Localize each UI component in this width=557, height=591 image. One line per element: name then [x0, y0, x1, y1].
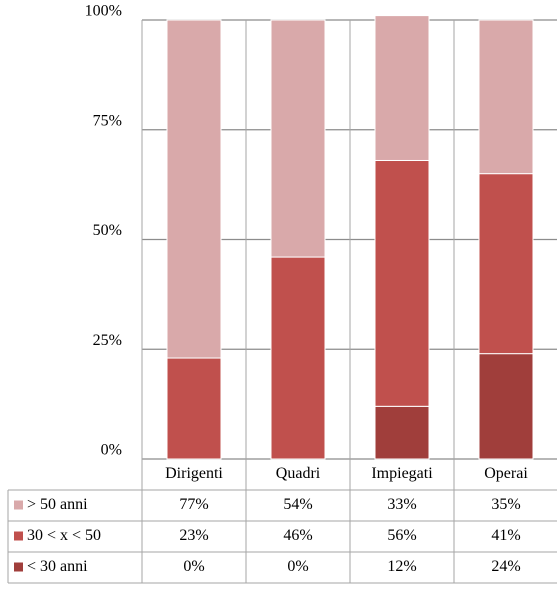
x-tick-label: Dirigenti — [165, 465, 223, 482]
table-value: 0% — [183, 558, 204, 575]
x-tick-label: Quadri — [276, 465, 321, 482]
table-value: 56% — [387, 527, 416, 544]
legend-label: < 30 anni — [27, 558, 88, 575]
table-value: 54% — [283, 496, 312, 513]
table-value: 77% — [179, 496, 208, 513]
y-tick-label: 25% — [93, 332, 122, 349]
table-value: 12% — [387, 558, 416, 575]
bar-segment — [166, 19, 222, 359]
table-value: 41% — [491, 527, 520, 544]
table-value: 24% — [491, 558, 520, 575]
y-tick-label: 75% — [93, 112, 122, 129]
bar-segment — [478, 353, 534, 460]
x-tick-label: Impiegati — [371, 465, 433, 482]
bar-segment — [478, 19, 534, 175]
legend-label: 30 < x < 50 — [27, 527, 101, 544]
y-tick-label: 100% — [85, 3, 122, 20]
bar-segment — [270, 19, 326, 258]
bar-segment — [374, 159, 430, 407]
table-value: 46% — [283, 527, 312, 544]
table-value: 33% — [387, 496, 416, 513]
bar-segment — [374, 15, 430, 161]
bar-segment — [478, 173, 534, 355]
table-value: 35% — [491, 496, 520, 513]
x-tick-label: Operai — [484, 465, 528, 482]
legend-label: > 50 anni — [27, 496, 88, 513]
legend-swatch — [14, 562, 23, 572]
bar-segment — [270, 256, 326, 460]
bar-segment — [166, 357, 222, 460]
y-tick-label: 50% — [93, 222, 122, 239]
table-value: 0% — [287, 558, 308, 575]
bar-segment — [374, 405, 430, 460]
legend-swatch — [14, 500, 23, 510]
table-value: 23% — [179, 527, 208, 544]
y-tick-label: 0% — [101, 442, 122, 459]
legend-swatch — [14, 531, 23, 541]
